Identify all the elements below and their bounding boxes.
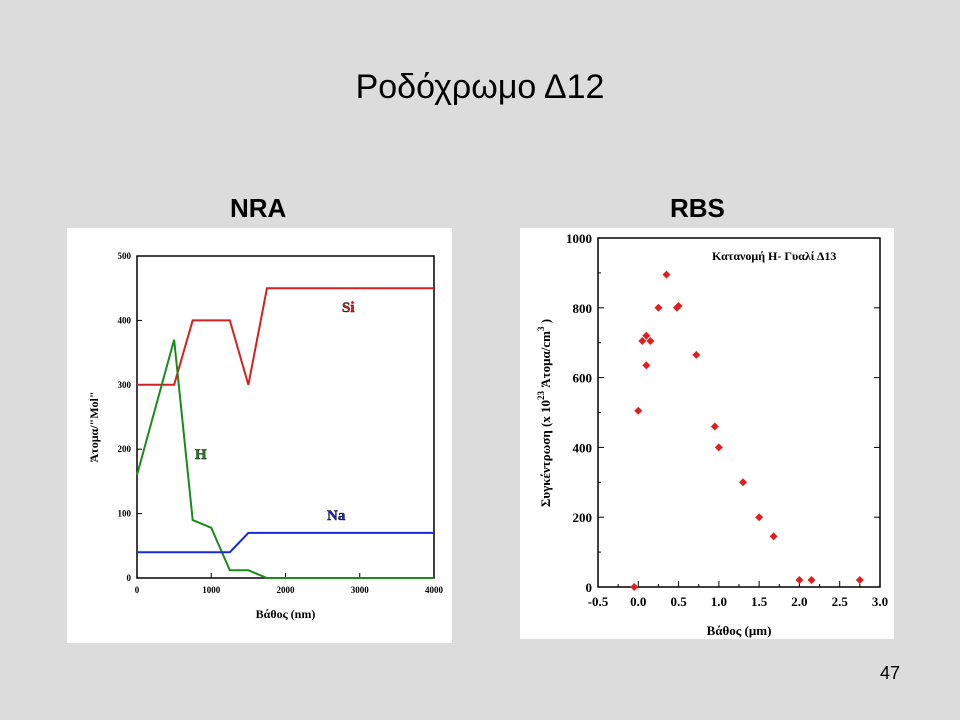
nra-series-line-si	[137, 287, 434, 386]
nra-series-line-na	[137, 531, 434, 554]
rbs-y-label-main: Συγκέντρωση (x 10	[538, 400, 553, 507]
nra-y-tick-label: 300	[118, 380, 132, 390]
nra-y-tick-label: 200	[118, 444, 132, 454]
nra-x-tick-label: 1000	[202, 585, 221, 595]
rbs-y-tick-label: 0	[586, 580, 593, 595]
rbs-y-tick-label: 200	[573, 510, 593, 525]
rbs-data-point	[674, 302, 683, 311]
rbs-y-tick-label: 400	[573, 440, 593, 455]
nra-series-line-h	[136, 339, 434, 579]
rbs-x-axis-label: Βάθος (μm)	[707, 623, 772, 638]
nra-y-axis-label: Άτομα/"Mol"	[87, 391, 101, 462]
rbs-data-point	[795, 576, 804, 585]
rbs-x-tick-label: 2.5	[832, 594, 849, 609]
rbs-data-point	[662, 270, 671, 279]
rbs-data-point	[646, 336, 655, 345]
rbs-x-tick-label: 2.0	[791, 594, 807, 609]
rbs-data-point	[739, 478, 748, 487]
rbs-data-point	[642, 361, 651, 370]
rbs-x-tick-label: 1.0	[711, 594, 727, 609]
rbs-annotation: Κατανομή Η- Γυαλί Δ13	[712, 249, 836, 263]
rbs-data-point	[654, 303, 663, 312]
rbs-data-point	[692, 350, 701, 359]
rbs-y-tick-label: 800	[573, 301, 593, 316]
nra-y-tick-label: 0	[127, 573, 132, 583]
rbs-data-point	[638, 336, 647, 345]
nra-chart: 0 1000 2000 3000 4000 0 100 200 300 400 500 Si H Na Βά…	[87, 251, 444, 621]
rbs-data-point	[807, 576, 816, 585]
nra-x-tick-label: 0	[135, 585, 140, 595]
nra-y-tick-label: 100	[118, 509, 132, 519]
rbs-x-tick-label: 0.0	[630, 594, 646, 609]
rbs-chart: -0.5 0.0 0.5 1.0 1.5 2.0 2.5 3.0 0 200 400 600 800 10…	[536, 231, 901, 638]
rbs-x-tick-label: -0.5	[588, 594, 609, 609]
rbs-data-point	[855, 576, 864, 585]
rbs-x-tick-label: 0.5	[670, 594, 687, 609]
rbs-y-tick-label: 600	[573, 371, 593, 386]
rbs-y-label-exponent: 23	[536, 390, 546, 400]
rbs-data-point	[630, 583, 639, 591]
rbs-chart-panel: -0.5 0.0 0.5 1.0 1.5 2.0 2.5 3.0 0 200 400 600 800 10…	[520, 228, 901, 639]
rbs-y-label-unit: Άτομα/cm	[538, 331, 553, 391]
nra-series-label-si: Si	[342, 300, 355, 316]
nra-series-label-na: Na	[327, 508, 346, 524]
rbs-data-point	[642, 331, 651, 340]
rbs-y-tick-label: 1000	[566, 231, 592, 246]
nra-series-label-h: H	[195, 447, 207, 463]
rbs-x-tick-label: 3.0	[872, 594, 888, 609]
nra-x-tick-label: 3000	[351, 585, 370, 595]
slide-title: Ροδόχρωμο Δ12	[355, 68, 605, 106]
rbs-y-label-close: )	[538, 319, 553, 327]
nra-x-axis-label: Βάθος (nm)	[256, 607, 316, 621]
rbs-data-point	[710, 422, 719, 431]
rbs-data-point	[769, 532, 778, 541]
rbs-x-tick-label: 1.5	[751, 594, 768, 609]
rbs-data-point	[755, 513, 764, 522]
nra-x-tick-label: 2000	[277, 585, 296, 595]
nra-x-tick-label: 4000	[425, 585, 444, 595]
rbs-y-axis-label: Συγκέντρωση (x 1023 Άτομα/cm3 )	[536, 319, 553, 507]
rbs-y-label-unit-exponent: 3	[536, 326, 546, 331]
rbs-data-point	[714, 443, 723, 452]
slide-number: 47	[880, 663, 901, 683]
nra-heading: NRA	[230, 193, 287, 223]
nra-y-tick-label: 400	[118, 315, 132, 325]
nra-y-tick-label: 500	[118, 251, 132, 261]
rbs-data-point	[634, 406, 643, 415]
nra-chart-panel: 0 1000 2000 3000 4000 0 100 200 300 400 500 Si H Na Βά…	[67, 228, 452, 643]
rbs-heading: RBS	[670, 193, 725, 223]
